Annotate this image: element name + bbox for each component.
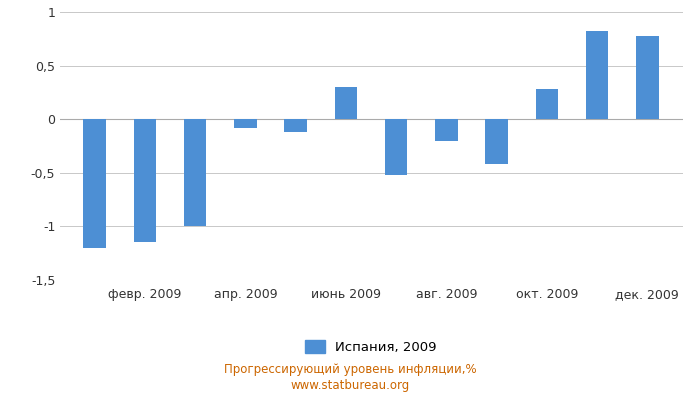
Bar xyxy=(134,119,156,242)
Legend: Испания, 2009: Испания, 2009 xyxy=(305,340,437,354)
Bar xyxy=(536,89,558,119)
Bar xyxy=(284,119,307,132)
Bar xyxy=(435,119,458,141)
Bar xyxy=(83,119,106,248)
Bar xyxy=(485,119,508,164)
Text: Прогрессирующий уровень инфляции,%: Прогрессирующий уровень инфляции,% xyxy=(224,364,476,376)
Text: www.statbureau.org: www.statbureau.org xyxy=(290,380,410,392)
Bar xyxy=(636,36,659,119)
Bar xyxy=(335,87,357,119)
Bar xyxy=(234,119,257,128)
Bar xyxy=(586,31,608,119)
Bar xyxy=(184,119,206,226)
Bar xyxy=(385,119,407,175)
